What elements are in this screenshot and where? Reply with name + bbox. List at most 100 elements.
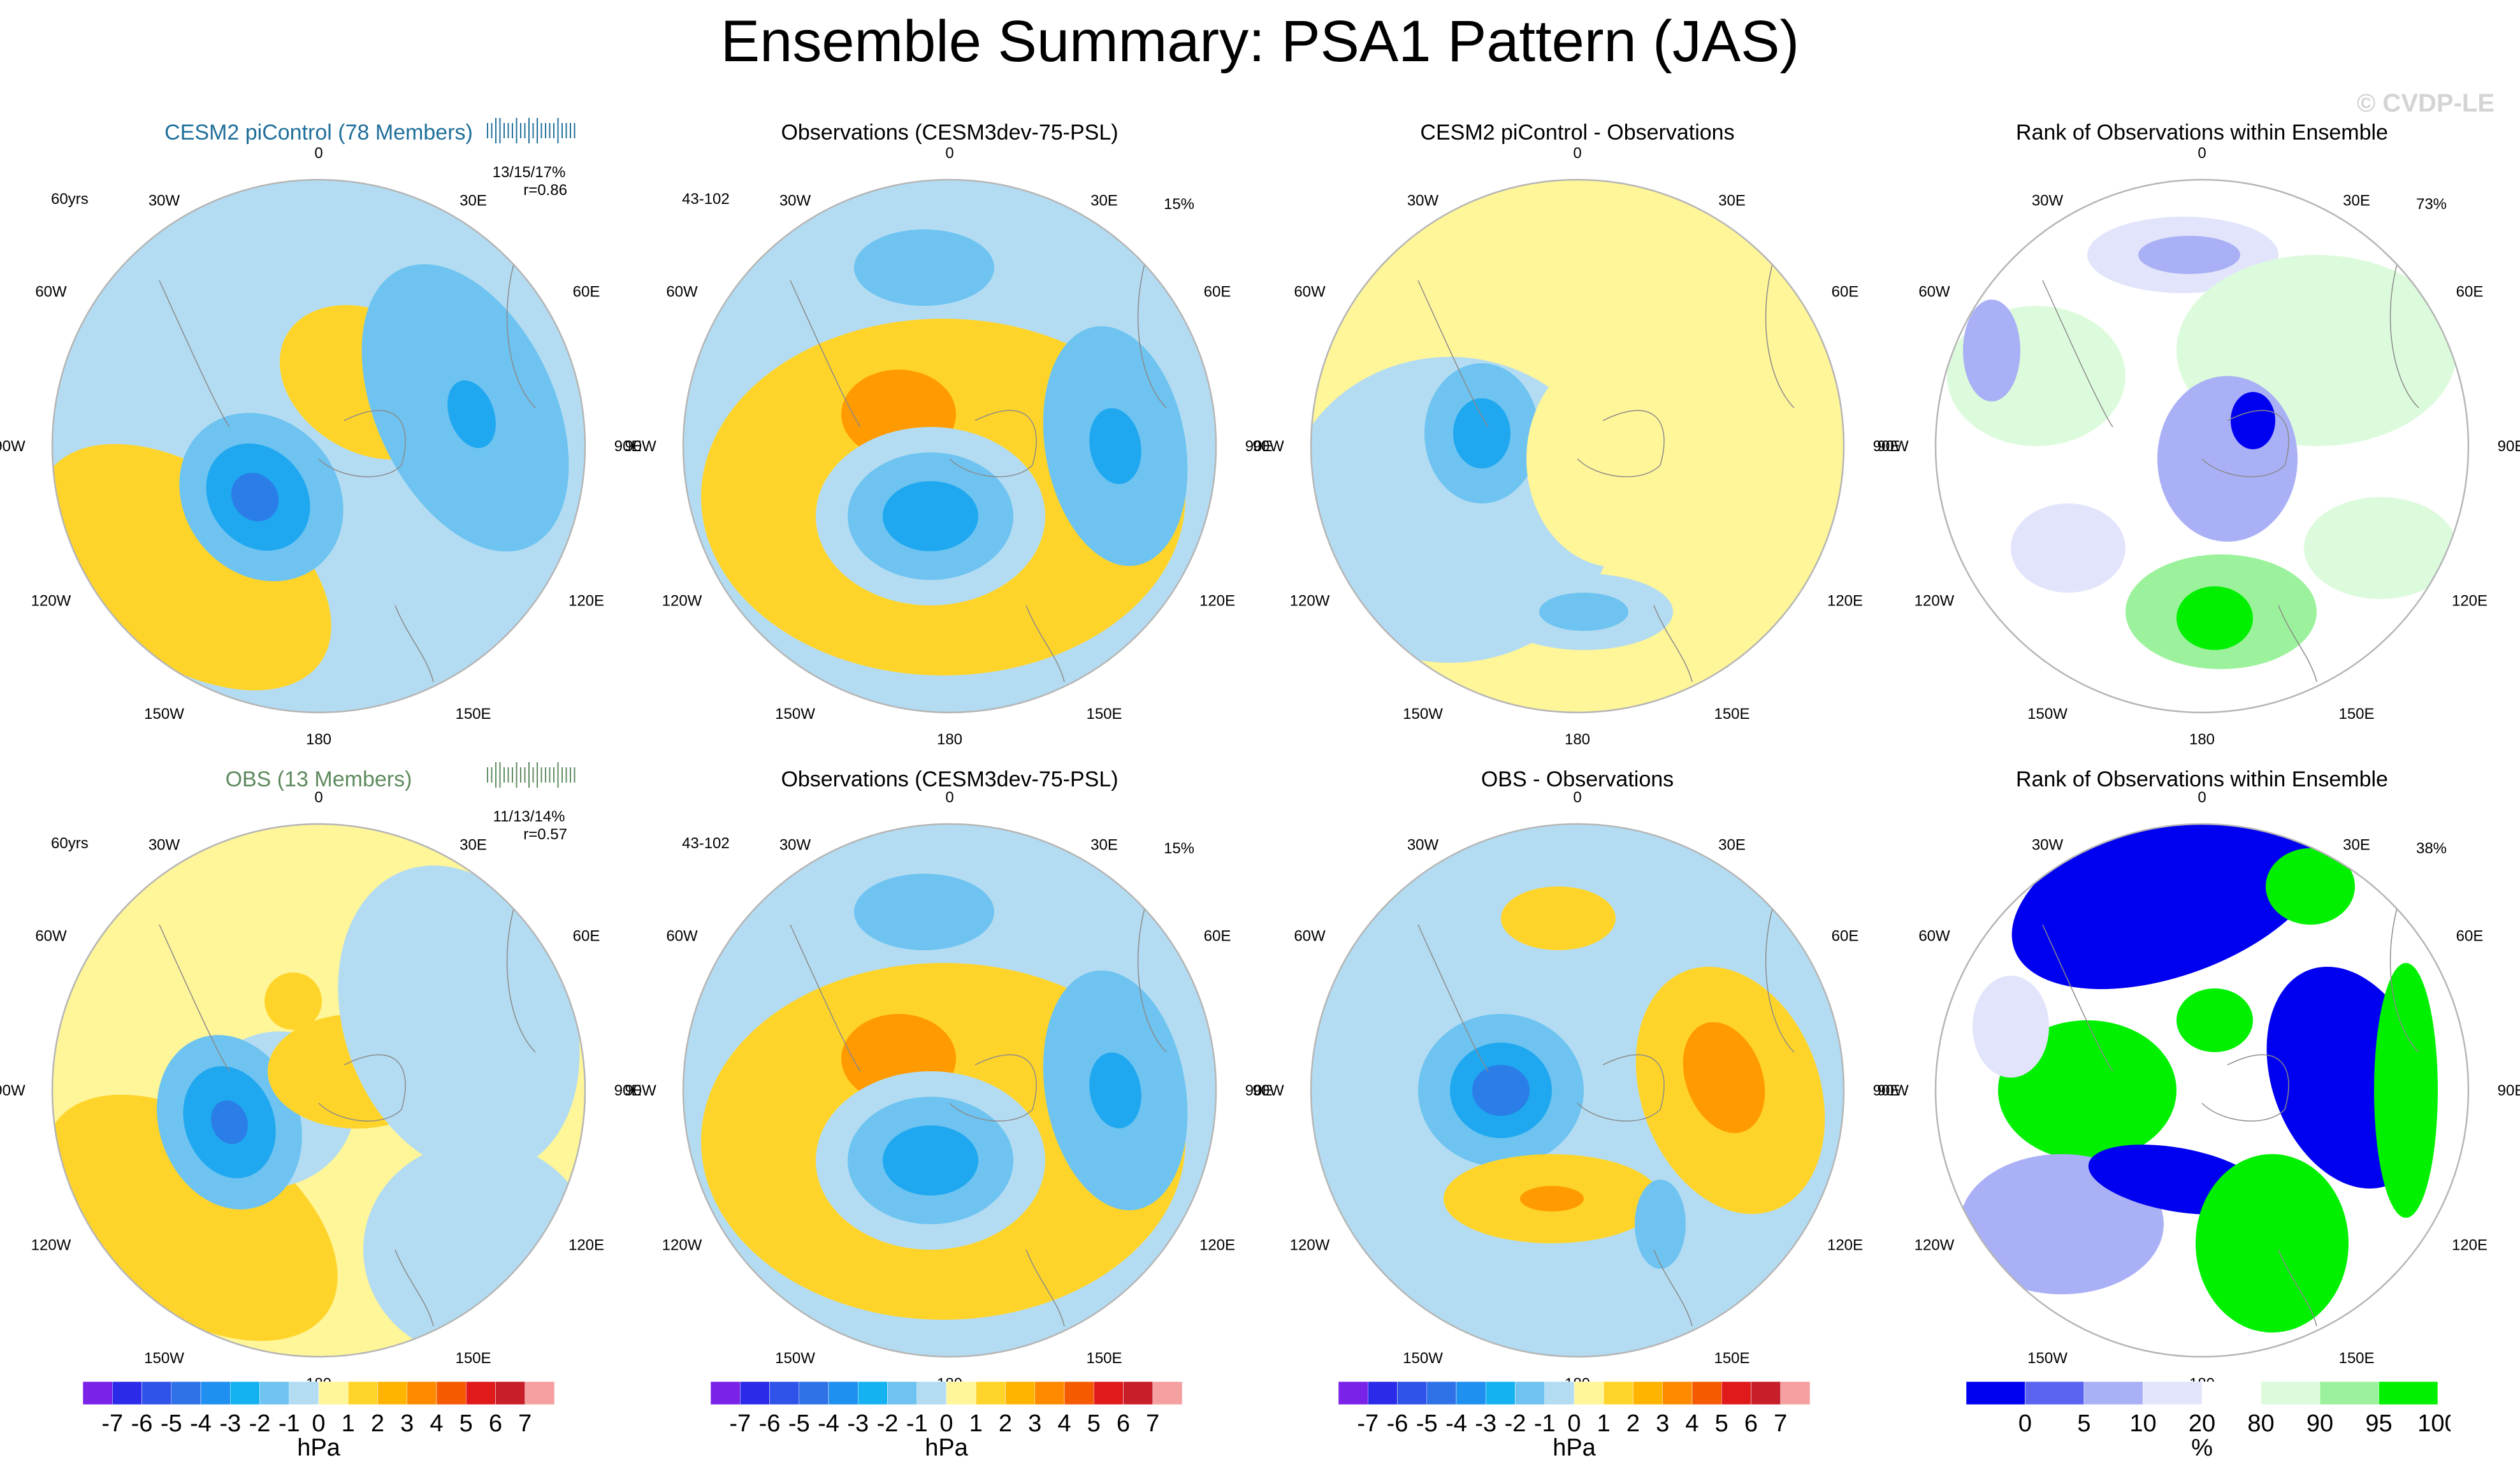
colorbar-swatch <box>318 1382 349 1405</box>
colorbar-swatch <box>525 1382 555 1405</box>
colorbar-swatch <box>1515 1382 1545 1405</box>
colorbar-swatch <box>1966 1382 2025 1405</box>
lon-label: 90E <box>2498 438 2520 455</box>
lon-label: 60W <box>35 284 67 301</box>
lon-label: 0 <box>1573 145 1581 162</box>
page-title: Ensemble Summary: PSA1 Pattern (JAS) <box>720 9 1800 74</box>
lon-label: 120E <box>1827 593 1863 610</box>
contour-region <box>1683 1022 1765 1134</box>
colorbar-hpa-3: -7 -6 -5 -4 -3 -2 -1 0 1 2 3 4 5 6 7 hPa <box>1338 1382 1811 1458</box>
colorbar-tick-label: 5 <box>460 1410 473 1437</box>
coastline <box>790 254 1167 683</box>
colorbar-swatch <box>1751 1382 1781 1405</box>
contour-region <box>211 1100 248 1145</box>
coastline <box>790 899 1167 1327</box>
lon-label: 0 <box>1573 789 1581 806</box>
colorbar-tick-label: -7 <box>101 1410 123 1437</box>
coastline <box>1417 254 1795 683</box>
contour-region <box>1526 350 1705 567</box>
colorbar-tick-label: -7 <box>1357 1410 1379 1437</box>
colorbar-swatch <box>407 1382 437 1405</box>
colorbar-swatch <box>858 1382 888 1405</box>
corner-left-text: 60yrs <box>51 835 89 852</box>
lon-label: 60W <box>666 928 698 945</box>
coastline <box>159 254 536 683</box>
lon-label: 60E <box>2456 928 2484 945</box>
colorbar-tick-label: 90 <box>2306 1410 2333 1437</box>
colorbar-swatch <box>1064 1382 1094 1405</box>
polar-map-r1c3: 0 30E 60E 90E 120E 150E 180 150W 120W 90W 60W 30W <box>1252 145 1900 748</box>
panel-title: Rank of Observations within Ensemble <box>2016 767 2388 791</box>
lon-label: 60E <box>1204 284 1231 301</box>
panel-title: CESM2 piControl - Observations <box>1420 120 1735 145</box>
lon-label: 90W <box>0 1082 25 1099</box>
colorbar-swatch <box>916 1382 947 1405</box>
colorbar-tick-label: -1 <box>279 1410 300 1437</box>
lon-label: 150W <box>1403 1350 1443 1367</box>
colorbar-tick-label: -2 <box>877 1410 899 1437</box>
colorbar-swatch <box>259 1382 289 1405</box>
map-border <box>51 178 586 714</box>
lon-label: 30W <box>1407 837 1439 854</box>
lon-label: 30E <box>1718 192 1746 210</box>
colorbar-swatch <box>1152 1382 1183 1405</box>
panel-title: OBS (13 Members) <box>225 767 412 791</box>
contour-region <box>447 380 496 449</box>
colorbar-swatch <box>710 1382 741 1405</box>
colorbar-swatch <box>1123 1382 1153 1405</box>
colorbar-swatch <box>348 1382 378 1405</box>
colorbar-swatch <box>1397 1382 1427 1405</box>
corner-right-text: 73% <box>2416 196 2447 213</box>
lon-label: 30W <box>148 837 180 854</box>
map-border <box>682 178 1217 714</box>
lon-label: 150W <box>775 705 815 723</box>
lon-label: 90W <box>0 438 25 455</box>
lon-label: 150W <box>775 1350 815 1367</box>
lon-label: 120W <box>1915 593 1955 610</box>
contour-region <box>2231 392 2275 449</box>
colorbar-tick-label: 2 <box>1626 1410 1640 1437</box>
polar-map-r1c4: 0 30E 60E 90E 120E 150E 180 150W 120W 90W 60W 30W 73… <box>1877 145 2520 748</box>
colorbar-swatch <box>230 1382 260 1405</box>
contour-region <box>2304 497 2457 599</box>
colorbar-tick-label: 0 <box>2018 1410 2032 1437</box>
lon-label: 120E <box>1827 1237 1863 1254</box>
contour-region <box>264 972 322 1030</box>
polar-map-r2c2: 030E60E90E120E150E180150W120W90W60W30W43… <box>625 789 1272 1392</box>
colorbar-tick-label: -4 <box>190 1410 212 1437</box>
lon-label: 150E <box>2338 1350 2374 1367</box>
map-border <box>51 823 586 1358</box>
lon-label: 60W <box>1918 284 1950 301</box>
contour-region <box>363 1141 585 1357</box>
lon-label: 90E <box>614 1082 642 1099</box>
lon-label: 0 <box>314 145 322 162</box>
colorbar-tick-label: 4 <box>1057 1410 1071 1437</box>
lon-label: 30E <box>460 837 487 854</box>
colorbar-tick-label: 2 <box>371 1410 384 1437</box>
contour-region <box>1089 1052 1141 1129</box>
lon-label: 30E <box>2343 837 2370 854</box>
lon-label: 150W <box>144 705 184 723</box>
lon-label: 150E <box>1086 705 1122 723</box>
colorbar-swatch <box>289 1382 319 1405</box>
lon-label: 180 <box>2189 731 2215 748</box>
colorbar-swatch <box>1034 1382 1065 1405</box>
colorbar-tick-label: -4 <box>818 1410 839 1437</box>
lon-label: 150E <box>1086 1350 1122 1367</box>
contour-region <box>1635 1180 1686 1269</box>
colorbar-swatch <box>171 1382 201 1405</box>
colorbar-swatch <box>82 1382 113 1405</box>
colorbar-swatch <box>799 1382 829 1405</box>
map-border <box>1934 178 2470 714</box>
colorbar-tick-label: 0 <box>312 1410 325 1437</box>
lon-label: 90W <box>1252 438 1284 455</box>
contour-region <box>2157 376 2298 542</box>
lon-label: 30E <box>1718 837 1746 854</box>
pattern-correlation-text: r=0.86 <box>523 182 567 199</box>
colorbar-tick-label: -3 <box>219 1410 241 1437</box>
corner-right-text: 38% <box>2416 840 2447 857</box>
colorbar-swatch <box>1486 1382 1516 1405</box>
lon-label: 90W <box>625 438 656 455</box>
colorbar-swatch <box>887 1382 917 1405</box>
corner-left-text: 43-102 <box>682 191 730 208</box>
